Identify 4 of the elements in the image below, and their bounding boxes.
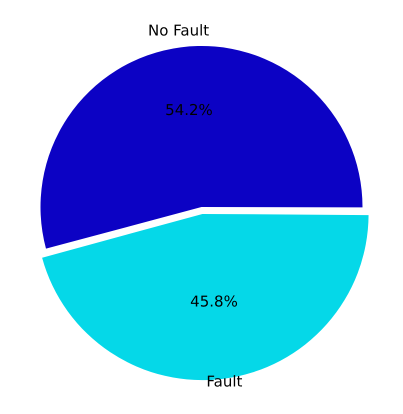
data-label: 45.8% <box>190 292 238 311</box>
slice-label: Fault <box>206 372 243 390</box>
data-label: 54.2% <box>165 101 213 120</box>
slice-label: No Fault <box>148 21 210 40</box>
